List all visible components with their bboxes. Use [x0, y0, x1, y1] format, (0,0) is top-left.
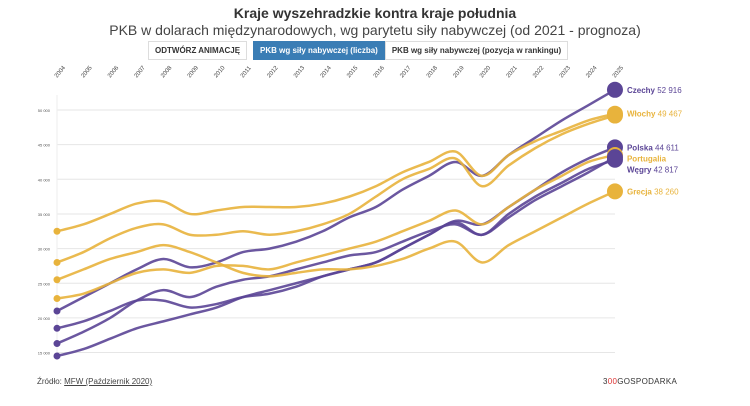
y-tick-label: 35 000: [38, 212, 51, 217]
y-tick-label: 50 000: [38, 108, 51, 113]
x-tick-label: 2018: [426, 65, 440, 80]
x-tick-label: 2022: [532, 65, 546, 80]
series-line-grecja: [56, 190, 616, 281]
series-start-dot: [53, 307, 61, 315]
series-end-label: Portugalia: [627, 154, 667, 163]
view-toggle: ODTWÓRZ ANIMACJĘ PKB wg siły nabywczej (…: [148, 41, 569, 60]
series-line-węgry: [56, 158, 616, 330]
series-line-włochy: [56, 112, 616, 233]
chart-subtitle: PKB w dolarach międzynarodowych, wg pary…: [109, 22, 641, 38]
chart-title: Kraje wyszehradzkie kontra kraje południ…: [233, 5, 517, 21]
x-tick-label: 2006: [107, 65, 121, 80]
source-link[interactable]: MFW (Październik 2020): [64, 377, 153, 386]
logo-part: GOSPODARKA: [617, 377, 678, 386]
x-tick-label: 2025: [612, 65, 626, 80]
brand-logo: 300GOSPODARKA: [603, 377, 677, 386]
series-end-label: Grecja 38 260: [627, 187, 679, 196]
y-tick-label: 45 000: [38, 143, 51, 148]
x-tick-label: 2004: [54, 65, 68, 80]
series-end-label: Węgry 42 817: [627, 165, 679, 174]
x-tick-label: 2005: [81, 65, 95, 80]
series-start-dot: [53, 276, 61, 284]
source-label: Źródło:: [37, 377, 62, 386]
series-end-marker: [606, 81, 623, 98]
series-start-dot: [53, 227, 61, 235]
series-line-portugalia: [56, 153, 616, 300]
x-tick-label: 2012: [266, 65, 280, 80]
logo-part: 3: [603, 377, 608, 386]
series-end-marker: [606, 183, 623, 200]
series-start-dot: [53, 340, 61, 348]
y-tick-label: 15 000: [38, 351, 51, 356]
series-end-marker: [606, 107, 623, 124]
series-end-label: Czechy 52 916: [627, 86, 682, 95]
x-tick-label: 2007: [134, 65, 148, 80]
series-end-label: Polska 44 611: [627, 143, 679, 152]
play-animation-button[interactable]: ODTWÓRZ ANIMACJĘ: [148, 41, 248, 60]
y-tick-label: 25 000: [38, 281, 51, 286]
x-tick-label: 2021: [506, 65, 520, 80]
x-tick-label: 2014: [320, 65, 334, 80]
x-tick-label: 2024: [585, 65, 599, 80]
series-line-hiszpania: [56, 114, 616, 264]
y-tick-label: 30 000: [38, 247, 51, 252]
x-tick-label: 2011: [240, 65, 253, 79]
series-start-dot: [53, 352, 61, 360]
gdp-rank-tab[interactable]: PKB wg siły nabywczej (pozycja w ranking…: [384, 41, 569, 60]
source-note: Źródło: MFW (Październik 2020): [37, 377, 152, 386]
y-tick-label: 40 000: [38, 177, 51, 182]
x-tick-label: 2008: [160, 65, 174, 80]
gdp-count-tab[interactable]: PKB wg siły nabywczej (liczba): [253, 41, 385, 60]
series-line-słowacja: [56, 156, 616, 345]
x-tick-label: 2023: [559, 65, 573, 80]
x-tick-label: 2020: [479, 65, 493, 80]
x-tick-label: 2017: [399, 65, 413, 80]
x-tick-label: 2016: [373, 65, 387, 80]
x-tick-label: 2013: [293, 65, 307, 80]
logo-part: 00: [607, 377, 618, 386]
x-tick-label: 2009: [187, 65, 201, 80]
series-end-marker: [606, 151, 623, 168]
series-start-dot: [53, 324, 61, 332]
series-start-dot: [53, 258, 61, 266]
y-tick-label: 20 000: [38, 316, 51, 321]
x-tick-label: 2010: [213, 65, 227, 80]
x-tick-label: 2015: [346, 65, 360, 80]
series-end-label: Włochy 49 467: [627, 110, 683, 119]
series-start-dot: [53, 294, 61, 302]
x-tick-label: 2019: [452, 65, 466, 80]
